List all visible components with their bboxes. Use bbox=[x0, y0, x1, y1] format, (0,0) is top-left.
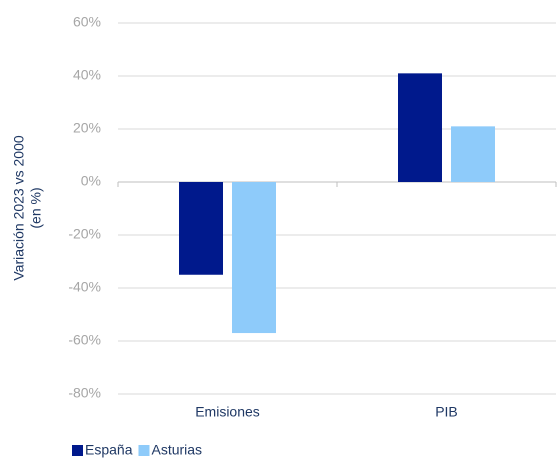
y-tick-label: 60% bbox=[73, 14, 101, 30]
x-tick-label: Emisiones bbox=[195, 404, 260, 420]
y-axis-label: Variación 2023 vs 2000 bbox=[11, 135, 27, 280]
y-tick-label: 40% bbox=[73, 67, 101, 83]
y-tick-label: 20% bbox=[73, 120, 101, 136]
bar bbox=[398, 73, 442, 182]
x-tick-label: PIB bbox=[435, 404, 458, 420]
y-tick-label: -60% bbox=[68, 332, 101, 348]
y-tick-label: -40% bbox=[68, 279, 101, 295]
y-tick-label: -20% bbox=[68, 226, 101, 242]
y-tick-label: 0% bbox=[81, 173, 101, 189]
y-tick-label: -80% bbox=[68, 385, 101, 401]
legend-label: España bbox=[85, 442, 133, 458]
legend-label: Asturias bbox=[151, 442, 202, 458]
bar bbox=[451, 126, 495, 182]
bar bbox=[179, 182, 223, 275]
legend-swatch bbox=[72, 445, 83, 456]
bar bbox=[232, 182, 276, 334]
legend-swatch bbox=[138, 445, 150, 456]
y-axis-label: (en %) bbox=[28, 187, 44, 228]
